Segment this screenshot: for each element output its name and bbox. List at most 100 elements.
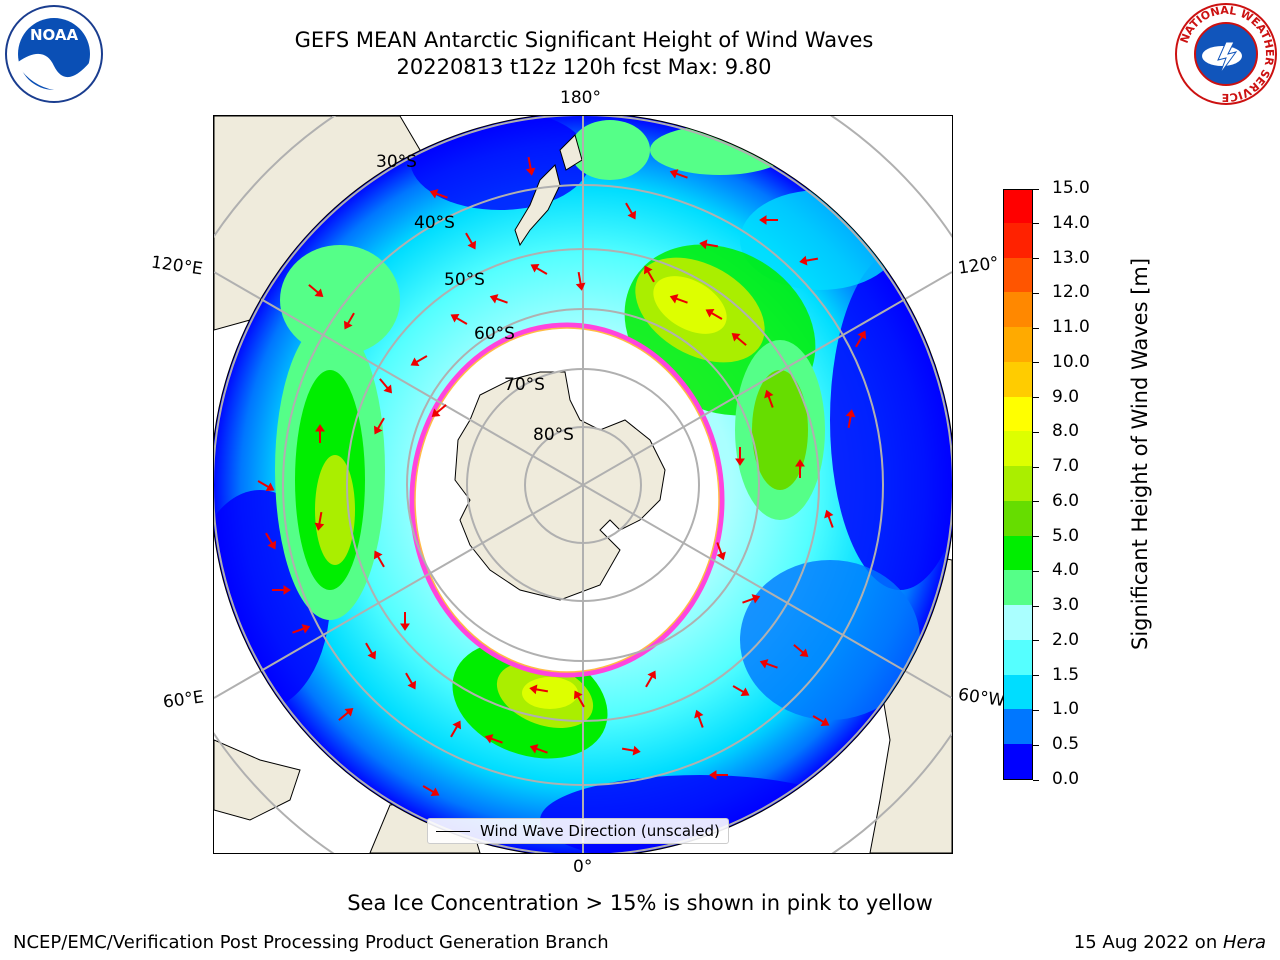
wave-arrow bbox=[465, 232, 477, 250]
antarctica-land bbox=[454, 371, 666, 601]
colorbar-tick-mark bbox=[1033, 362, 1039, 364]
nws-logo-icon: NATIONAL WEATHER SERVICE bbox=[1175, 3, 1277, 105]
wave-arrow bbox=[694, 709, 704, 728]
colorbar-segment bbox=[1004, 674, 1032, 710]
colorbar-segment bbox=[1004, 500, 1032, 536]
colorbar-tick-label: 2.0 bbox=[1052, 629, 1080, 650]
colorbar-tick-mark bbox=[1033, 675, 1039, 677]
wind-wave-arrows bbox=[257, 156, 867, 797]
colorbar-segment bbox=[1004, 639, 1032, 675]
lat-label-40s: 40°S bbox=[414, 213, 455, 233]
wave-arrow bbox=[645, 670, 657, 688]
wave-arrow bbox=[812, 715, 830, 727]
wave-arrow bbox=[731, 332, 747, 346]
footer-right: 15 Aug 2022 on Hera bbox=[1074, 932, 1266, 953]
wave-arrow bbox=[669, 169, 688, 179]
lat-label-50s: 50°S bbox=[444, 270, 485, 290]
colorbar-segment bbox=[1004, 396, 1032, 432]
colorbar-tick-label: 15.0 bbox=[1052, 178, 1090, 198]
wave-arrow bbox=[379, 378, 393, 394]
wave-arrow bbox=[489, 294, 508, 304]
map-canvas bbox=[214, 116, 952, 853]
colorbar-segment bbox=[1004, 709, 1032, 745]
wave-arrow bbox=[450, 720, 462, 738]
new-zealand-land bbox=[514, 164, 561, 247]
colorbar-tick-label: 1.5 bbox=[1052, 664, 1080, 685]
wave-arrow bbox=[732, 685, 750, 697]
wave-arrow bbox=[484, 734, 503, 744]
colorbar-tick-label: 6.0 bbox=[1052, 490, 1080, 511]
footer-left: NCEP/EMC/Verification Post Processing Pr… bbox=[13, 932, 609, 953]
lat-label-30s: 30°S bbox=[376, 152, 417, 172]
colorbar-tick-mark bbox=[1033, 605, 1039, 607]
wave-arrow bbox=[338, 707, 354, 721]
colorbar-ticks: 0.0 0.5 1.0 1.5 2.0 3.0 4.0 5.0 6.0 7.0 8.0 9.0 10.0… bbox=[1033, 178, 1113, 789]
colorbar-tick-label: 11.0 bbox=[1052, 317, 1090, 338]
colorbar-tick-label: 9.0 bbox=[1052, 386, 1080, 407]
colorbar-tick-mark bbox=[1033, 501, 1039, 503]
wave-arrow bbox=[525, 156, 536, 176]
wave-arrow bbox=[742, 594, 761, 604]
wave-arrow bbox=[795, 459, 805, 478]
colorbar-tick-label: 10.0 bbox=[1052, 351, 1090, 372]
wave-arrow bbox=[669, 294, 688, 304]
graticule bbox=[214, 116, 952, 853]
colorbar-segment bbox=[1004, 222, 1032, 258]
colorbar-segment bbox=[1004, 430, 1032, 467]
colorbar-segment bbox=[1004, 257, 1032, 293]
lon-label-left-lower: 60°E bbox=[161, 687, 206, 713]
colorbar-tick-mark bbox=[1033, 327, 1039, 329]
colorbar-label: Significant Height of Wind Waves [m] bbox=[1128, 257, 1152, 650]
wave-arrow bbox=[643, 265, 655, 283]
wave-arrow bbox=[709, 770, 728, 780]
wave-arrow bbox=[716, 542, 726, 561]
wave-arrow bbox=[530, 263, 548, 275]
wave-arrow bbox=[431, 404, 447, 418]
colorbar-tick-label: 8.0 bbox=[1052, 421, 1080, 442]
wave-arrow bbox=[575, 271, 586, 291]
lon-label-top: 180° bbox=[560, 88, 601, 108]
colorbar-tick-label: 7.0 bbox=[1052, 456, 1080, 477]
colorbar-tick-mark bbox=[1033, 570, 1039, 572]
wave-arrow bbox=[292, 624, 311, 634]
colorbar-tick-mark bbox=[1033, 466, 1039, 468]
lat-label-80s: 80°S bbox=[533, 425, 574, 445]
wave-arrow bbox=[365, 642, 377, 660]
legend-label: Wind Wave Direction (unscaled) bbox=[480, 822, 720, 840]
wave-arrow bbox=[699, 239, 719, 250]
colorbar-segment bbox=[1004, 604, 1032, 640]
wave-arrow bbox=[410, 355, 428, 367]
wave-arrow bbox=[759, 659, 778, 669]
footer-machine: Hera bbox=[1222, 932, 1266, 953]
colorbar-tick-label: 5.0 bbox=[1052, 525, 1080, 546]
colorbar-tick-mark bbox=[1033, 292, 1039, 294]
colorbar-tick-mark bbox=[1033, 640, 1039, 642]
wave-arrow bbox=[272, 585, 291, 595]
colorbar-segment bbox=[1004, 569, 1032, 606]
colorbar-segment bbox=[1004, 465, 1032, 501]
wave-arrow bbox=[422, 785, 440, 797]
lon-label-left-upper: 120°E bbox=[149, 252, 204, 280]
noaa-logo-icon: NOAA bbox=[5, 5, 103, 103]
wave-arrow bbox=[529, 684, 549, 695]
colorbar-tick-mark bbox=[1033, 258, 1039, 260]
wave-arrow bbox=[257, 480, 275, 492]
legend-line-swatch bbox=[436, 830, 470, 832]
wave-arrow bbox=[764, 389, 774, 408]
colorbar-tick-label: 14.0 bbox=[1052, 212, 1090, 233]
sea-ice-note: Sea Ice Concentration > 15% is shown in … bbox=[347, 891, 933, 915]
lon-label-right-lower: 60°W bbox=[956, 684, 1007, 712]
colorbar-tick-mark bbox=[1033, 397, 1039, 399]
colorbar-tick-mark bbox=[1033, 188, 1039, 190]
colorbar-tick-label: 3.0 bbox=[1052, 595, 1080, 616]
wave-arrow bbox=[799, 255, 819, 266]
colorbar-tick-label: 4.0 bbox=[1052, 560, 1080, 581]
wave-arrow bbox=[705, 308, 723, 320]
colorbar-tick-label: 13.0 bbox=[1052, 247, 1090, 268]
colorbar-tick-mark bbox=[1033, 223, 1039, 225]
lon-label-bottom: 0° bbox=[573, 857, 593, 877]
colorbar-segment bbox=[1004, 361, 1032, 397]
wave-arrow bbox=[845, 409, 856, 429]
wave-arrow bbox=[625, 202, 637, 220]
colorbar-tick-mark bbox=[1033, 779, 1039, 781]
